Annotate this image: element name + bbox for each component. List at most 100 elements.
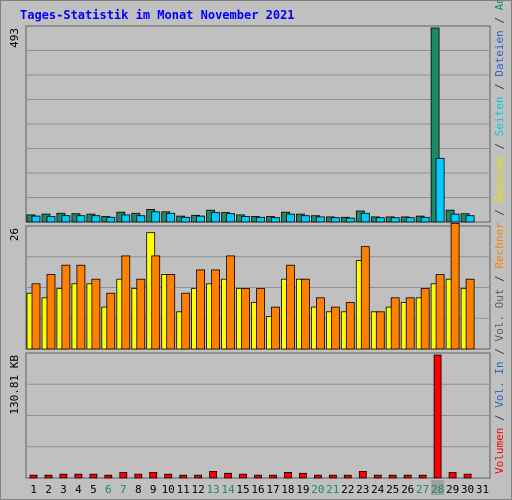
legend-entry: Volumen xyxy=(493,428,506,474)
bar-volumen-23 xyxy=(358,470,367,479)
bar-rechner-11 xyxy=(181,292,191,350)
bar-volumen-9 xyxy=(149,471,158,479)
bar-volumen-2 xyxy=(44,474,53,479)
bar-rechner-2 xyxy=(46,274,56,350)
bar-dateien-27 xyxy=(420,216,430,223)
bar-dateien-21 xyxy=(330,217,340,223)
bar-dateien-19 xyxy=(300,215,310,223)
bar-rechner-28 xyxy=(435,274,445,350)
x-tick-label: 3 xyxy=(60,483,67,496)
panel-middle-ymax-label: 26 xyxy=(8,228,21,241)
bar-volumen-30 xyxy=(463,473,472,479)
x-tick-label: 18 xyxy=(281,483,294,496)
bar-volumen-13 xyxy=(209,470,218,479)
bar-rechner-25 xyxy=(390,297,400,350)
x-tick-label: 31 xyxy=(476,483,489,496)
bar-dateien-14 xyxy=(226,213,236,223)
bar-dateien-25 xyxy=(390,217,400,223)
bar-rechner-27 xyxy=(420,288,430,350)
bar-rechner-21 xyxy=(330,306,340,350)
x-tick-label: 2 xyxy=(45,483,52,496)
x-tick-label: 28 xyxy=(431,483,444,496)
bar-volumen-22 xyxy=(343,474,352,479)
bar-dateien-22 xyxy=(345,217,355,223)
bar-dateien-1 xyxy=(31,215,41,223)
x-tick-label: 11 xyxy=(177,483,190,496)
legend-entry: / xyxy=(493,275,506,288)
legend-entry: Seiten xyxy=(493,96,506,142)
bar-volumen-6 xyxy=(104,474,113,479)
bar-volumen-27 xyxy=(418,474,427,479)
x-tick-label: 13 xyxy=(206,483,219,496)
bar-dateien-11 xyxy=(181,216,191,223)
x-tick-label: 24 xyxy=(371,483,385,496)
bar-volumen-29 xyxy=(448,471,457,479)
chart-title: Tages-Statistik im Monat November 2021 xyxy=(20,8,295,22)
bar-volumen-28 xyxy=(433,354,442,479)
bar-rechner-30 xyxy=(465,278,475,350)
panel-bottom-ymax-label: 130.81 KB xyxy=(8,355,21,415)
bar-rechner-20 xyxy=(315,297,325,350)
x-tick-label: 27 xyxy=(416,483,429,496)
bar-dateien-16 xyxy=(256,216,265,223)
bar-rechner-5 xyxy=(91,278,101,350)
panel-bottom: 130.81 KB xyxy=(8,352,491,479)
legend-entry: / xyxy=(493,83,506,96)
bar-dateien-6 xyxy=(106,216,116,223)
x-tick-label: 29 xyxy=(446,483,459,496)
bar-rechner-3 xyxy=(61,264,71,350)
bar-rechner-15 xyxy=(241,288,250,350)
bar-dateien-5 xyxy=(91,215,101,223)
bar-volumen-24 xyxy=(373,474,382,479)
legend-entry: / xyxy=(493,143,506,156)
bar-dateien-2 xyxy=(46,216,56,223)
x-tick-label: 26 xyxy=(401,483,414,496)
bar-dateien-24 xyxy=(375,217,385,223)
x-tick-label: 30 xyxy=(461,483,474,496)
legend-entry: Vol. In xyxy=(493,361,506,414)
bar-dateien-28 xyxy=(435,157,445,223)
x-tick-label: 19 xyxy=(296,483,309,496)
legend-entry: Besuche xyxy=(493,156,506,209)
x-tick-label: 12 xyxy=(191,483,204,496)
bar-volumen-1 xyxy=(29,474,38,479)
legend-entry: / xyxy=(493,414,506,427)
bar-anfragen-28 xyxy=(430,27,440,223)
x-tick-label: 6 xyxy=(105,483,112,496)
bar-dateien-20 xyxy=(315,216,325,223)
bar-volumen-21 xyxy=(328,474,337,479)
bar-volumen-3 xyxy=(59,473,68,479)
bar-rechner-9 xyxy=(151,255,161,350)
x-tick-label: 22 xyxy=(341,483,354,496)
bar-volumen-25 xyxy=(388,474,397,479)
x-tick-label: 7 xyxy=(120,483,127,496)
bar-dateien-9 xyxy=(151,211,161,223)
bar-rechner-14 xyxy=(226,255,236,350)
bar-dateien-26 xyxy=(405,217,415,223)
bar-dateien-3 xyxy=(61,215,71,223)
bar-dateien-10 xyxy=(166,212,176,223)
x-tick-label: 17 xyxy=(266,483,279,496)
bar-volumen-4 xyxy=(74,473,83,479)
bar-dateien-15 xyxy=(241,216,250,223)
x-tick-label: 5 xyxy=(90,483,97,496)
x-tick-label: 16 xyxy=(251,483,264,496)
tick-highlight xyxy=(431,480,445,495)
bar-volumen-17 xyxy=(269,474,277,479)
bar-volumen-16 xyxy=(254,474,262,479)
bar-dateien-18 xyxy=(286,213,295,223)
bar-dateien-8 xyxy=(136,215,146,223)
bar-rechner-8 xyxy=(136,278,146,350)
bar-rechner-19 xyxy=(300,278,310,350)
panel-middle: 26 xyxy=(8,222,491,350)
bar-dateien-7 xyxy=(121,214,131,223)
x-tick-label: 25 xyxy=(386,483,399,496)
bar-rechner-18 xyxy=(286,264,295,350)
bar-rechner-23 xyxy=(360,246,370,350)
legend-entry: / xyxy=(493,17,506,30)
bar-rechner-24 xyxy=(375,311,385,350)
legend-entry: / xyxy=(493,348,506,361)
bar-dateien-30 xyxy=(465,215,475,223)
bar-volumen-26 xyxy=(403,474,412,479)
bar-rechner-7 xyxy=(121,255,131,350)
